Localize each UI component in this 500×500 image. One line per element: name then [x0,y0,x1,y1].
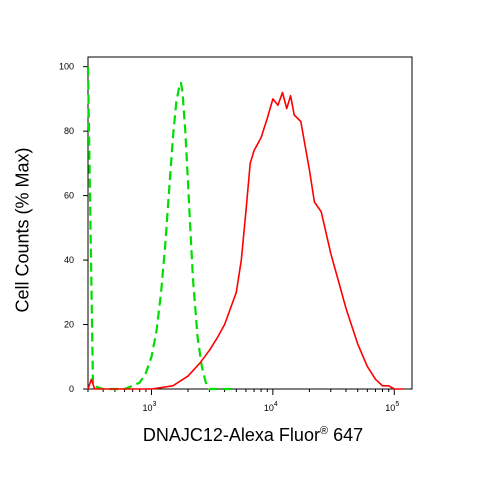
x-axis-label-superscript: ® [319,425,329,437]
x-tick-label: 103 [143,401,157,413]
y-tick-label: 80 [64,126,74,136]
y-tick-label: 40 [64,255,74,265]
control-histogram-line [86,66,237,391]
x-tick-label: 105 [385,401,399,413]
y-axis-label-container: Cell Counts (% Max) [3,65,43,395]
x-tick-label: 104 [264,401,278,413]
y-tick-label: 20 [64,320,74,330]
x-tick-exponent: 4 [274,401,278,408]
x-tick-exponent: 5 [395,401,399,408]
plot-frame [87,56,413,390]
y-tick-label: 100 [59,62,74,72]
x-axis-label: DNAJC12-Alexa Fluor® 647 [88,425,418,446]
y-tick-label: 60 [64,191,74,201]
x-axis-ticks: 103 104 105 [87,389,399,413]
sample-histogram-line [87,91,404,390]
x-tick-exponent: 3 [153,401,157,408]
y-axis-ticks: 0 20 40 60 80 100 [59,62,88,394]
x-axis-label-main: DNAJC12-Alexa Fluor [142,425,320,445]
series-layer [86,66,404,391]
y-axis-label: Cell Counts (% Max) [12,147,33,313]
y-tick-label: 0 [69,384,74,394]
x-axis-label-suffix: 647 [328,425,364,445]
plot-border [87,56,413,390]
